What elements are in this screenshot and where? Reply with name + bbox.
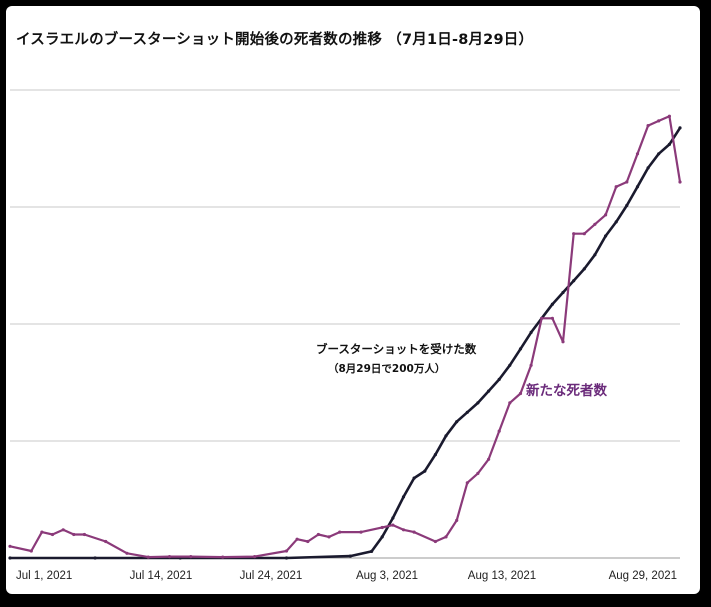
series-2-point	[306, 539, 310, 544]
annotation-label: ブースターショットを受けた数	[316, 342, 477, 356]
series-2-point	[327, 535, 331, 539]
x-tick-label: Jul 24, 2021	[240, 570, 303, 582]
series-2-point	[221, 555, 225, 559]
series-2-point	[338, 530, 342, 534]
series-1-point	[444, 434, 448, 438]
series-2-point	[433, 539, 437, 544]
series-2-point	[412, 530, 416, 534]
series-1-point	[529, 330, 533, 334]
series-2-point	[8, 544, 12, 548]
series-2-point	[146, 555, 150, 559]
series-2-point	[625, 180, 629, 184]
series-2-point	[40, 530, 44, 534]
series-1-point	[625, 203, 629, 208]
series-1-point	[93, 556, 97, 560]
series-1-point	[412, 476, 416, 480]
series-2-point	[189, 555, 193, 559]
series-1-point	[582, 267, 586, 271]
series-2-point	[497, 429, 501, 433]
series-2-point	[401, 528, 406, 532]
series-1-point	[348, 554, 352, 558]
series-2-point	[253, 555, 257, 559]
series-1-point	[518, 347, 523, 351]
series-1-point	[380, 535, 384, 539]
series-2-point	[29, 549, 33, 553]
series-1-point	[635, 185, 640, 189]
chart-title: イスラエルのブースターショット開始後の死者数の推移 （7月1日-8月29日）	[16, 32, 534, 48]
series-2-point	[550, 316, 555, 320]
series-2-point	[593, 222, 597, 226]
series-2-point	[380, 525, 384, 530]
x-tick-label: Aug 29, 2021	[609, 570, 677, 582]
series-2-point	[646, 124, 650, 128]
series-1-point	[593, 253, 597, 257]
series-1-point	[401, 495, 406, 499]
series-2-point	[359, 530, 363, 534]
series-1-point	[476, 401, 480, 405]
x-tick-label: Jul 14, 2021	[130, 570, 193, 582]
x-tick-label: Aug 13, 2021	[468, 570, 536, 582]
series-2-point	[518, 391, 523, 396]
series-1-point	[508, 363, 512, 367]
series-1-point	[284, 556, 289, 560]
series-1-point	[465, 410, 469, 414]
x-tick-label: Jul 1, 2021	[16, 570, 72, 582]
series-2-point	[476, 471, 480, 475]
chart-frame: イスラエルのブースターショット開始後の死者数の推移 （7月1日-8月29日） J…	[6, 6, 700, 594]
series-1-point	[561, 290, 565, 295]
series-2-point	[167, 555, 172, 559]
series-1-point	[667, 142, 672, 146]
series-1-point	[604, 234, 608, 238]
series-1-point	[370, 549, 374, 554]
series-2-point	[455, 518, 459, 523]
series-2-point	[61, 528, 65, 532]
series-1-point	[678, 126, 682, 130]
series-1-point	[455, 420, 459, 424]
series-1-point	[614, 220, 618, 224]
series-1-point	[550, 302, 555, 306]
series-2-point	[635, 152, 640, 156]
series-2-point	[72, 532, 76, 537]
annotation-label: （8月29日で200万人）	[328, 362, 445, 375]
series-2-point	[444, 535, 448, 539]
series-2-point	[667, 114, 672, 118]
series-2-point	[604, 213, 608, 217]
series-2-point	[582, 232, 586, 236]
series-2-point	[561, 340, 565, 344]
series-2-point	[104, 539, 108, 544]
series-1-point	[423, 469, 427, 473]
series-line-2	[8, 115, 682, 559]
x-tick-label: Aug 3, 2021	[356, 570, 418, 582]
series-1-point	[433, 453, 437, 457]
series-2-point	[284, 549, 289, 553]
series-2-point	[487, 457, 491, 461]
series-2-point	[529, 363, 533, 367]
series-1-point	[8, 556, 12, 560]
series-2-point	[295, 537, 299, 541]
series-2-point	[465, 481, 469, 485]
series-2-point	[82, 532, 86, 537]
series-2-point	[50, 532, 55, 537]
series-1-point	[572, 279, 576, 283]
series-2-point	[614, 185, 618, 189]
series-2-point	[540, 316, 544, 320]
series-2-point	[572, 232, 576, 236]
series-1-point	[497, 377, 501, 381]
series-1-point	[657, 152, 661, 156]
series-2-point	[316, 532, 320, 537]
series-2-point	[391, 523, 395, 527]
annotation-label: 新たな死者数	[526, 382, 607, 399]
series-2-point	[508, 401, 512, 405]
series-1-point	[391, 516, 395, 520]
series-2-point	[657, 119, 661, 123]
series-2-point	[678, 180, 682, 184]
series-1-point	[487, 389, 491, 393]
series-2-point	[125, 551, 129, 555]
series-1-point	[646, 166, 650, 170]
line-chart: Jul 1, 2021 Jul 14, 2021 Jul 24, 2021 Aug 3…	[8, 89, 682, 582]
